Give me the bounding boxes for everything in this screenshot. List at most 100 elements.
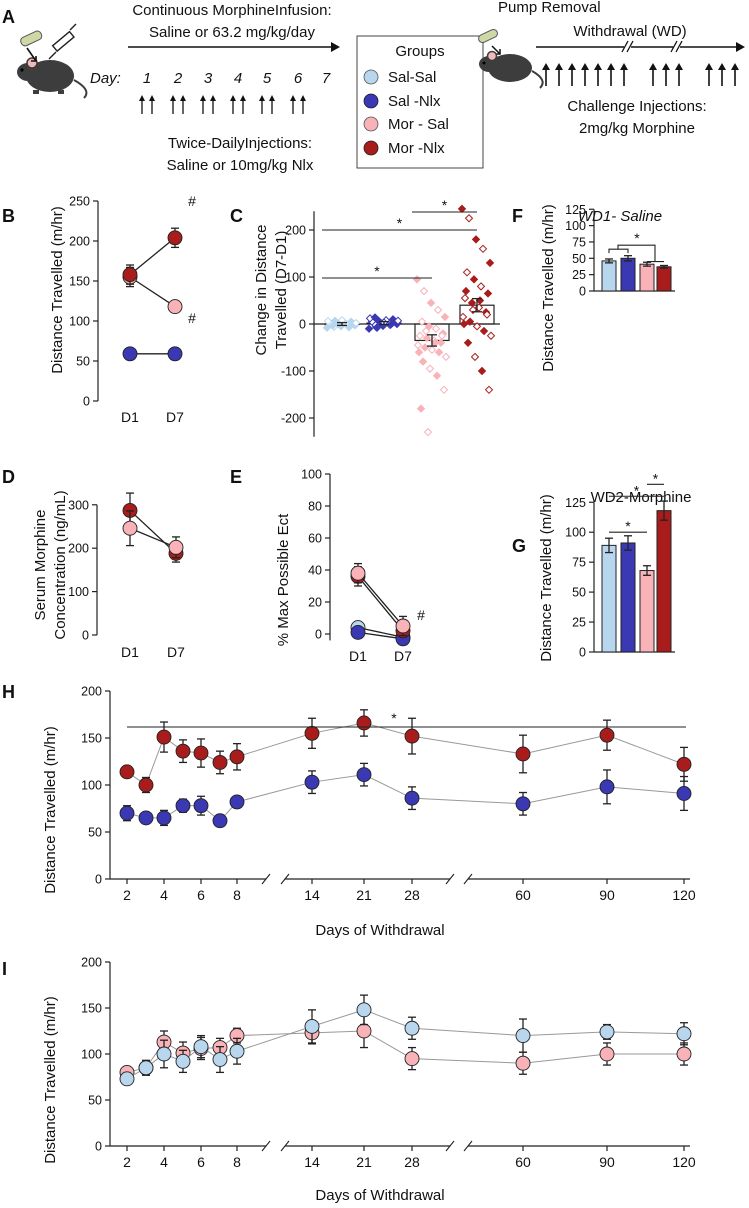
- infusion-line-1: Continuous MorphineInfusion:: [132, 2, 331, 19]
- arrow-head: [581, 63, 589, 70]
- y-tick-label: 50: [88, 826, 102, 840]
- arrow-head: [139, 95, 145, 101]
- data-point: [515, 796, 531, 812]
- y-tick-label: 200: [285, 224, 306, 238]
- data-point: [350, 565, 366, 581]
- significance-star: *: [374, 263, 380, 279]
- x-tick-label: 21: [356, 1154, 372, 1170]
- data-point: [434, 347, 444, 357]
- arrow-head: [649, 63, 657, 70]
- arrow-head: [300, 95, 306, 101]
- data-point: [472, 322, 482, 331]
- data-point: [441, 352, 451, 362]
- data-point: [469, 275, 479, 284]
- arrow-head: [542, 63, 550, 70]
- arrow-head: [170, 95, 176, 101]
- y-tick-label: 125: [565, 496, 586, 510]
- series-line: [129, 509, 177, 554]
- series-line: [357, 631, 404, 640]
- y-tick-label: 0: [579, 646, 586, 660]
- data-point: [467, 298, 477, 308]
- panel-label-h: H: [2, 682, 15, 702]
- data-point: [370, 313, 380, 322]
- arrow-head: [149, 95, 155, 101]
- injection-line-2: Saline or 10mg/kg Nlx: [167, 157, 314, 174]
- bar: [620, 257, 636, 292]
- data-point: [415, 331, 425, 340]
- significance-star: *: [442, 197, 448, 213]
- data-point: [463, 338, 473, 348]
- data-point: [485, 258, 495, 268]
- legend-label: Sal -Nlx: [388, 93, 441, 110]
- y-tick-label: 100: [68, 585, 89, 599]
- bar: [656, 510, 672, 653]
- arrow-head: [607, 63, 615, 70]
- bar: [601, 260, 617, 292]
- y-tick-label: 100: [285, 271, 306, 285]
- data-point: [421, 326, 431, 336]
- legend-label: Mor -Nlx: [388, 140, 445, 157]
- data-point: [476, 282, 486, 291]
- data-point: [599, 779, 615, 795]
- y-tick-label: 100: [565, 526, 586, 540]
- data-point: [416, 404, 426, 413]
- y-tick-label: 20: [308, 596, 322, 610]
- arrow-head: [731, 63, 739, 70]
- y-tick-label: 0: [95, 873, 102, 887]
- x-tick-label: 90: [599, 1154, 615, 1170]
- pump-removal-label: Pump Removal: [498, 0, 601, 16]
- panel-a-schematic: A Continuous MorphineInfusion: Saline or…: [2, 0, 745, 174]
- x-tick-label: 120: [672, 887, 696, 903]
- data-point: [433, 305, 443, 315]
- data-point: [515, 1028, 531, 1044]
- y-axis-label: Distance Travelled (m/hr): [540, 204, 557, 372]
- data-point: [323, 316, 333, 326]
- data-point: [470, 352, 480, 362]
- x-tick-label: D1: [121, 409, 139, 425]
- panel-label-g: G: [512, 536, 526, 556]
- y-axis-label-line-2: Concentration (ng/mL): [52, 490, 69, 639]
- legend-mor-sal: Mor - Sal: [363, 116, 449, 133]
- data-point: [351, 318, 361, 328]
- data-point: [156, 729, 172, 745]
- arrow-head: [290, 95, 296, 101]
- y-tick-label: 0: [299, 318, 306, 332]
- data-point: [122, 346, 138, 362]
- x-tick-label: 90: [599, 887, 615, 903]
- data-point: [404, 728, 420, 744]
- pump-icon: [20, 30, 43, 62]
- bar: [656, 266, 672, 292]
- x-tick-label: 60: [515, 887, 531, 903]
- data-point: [457, 204, 467, 214]
- data-point: [483, 289, 493, 298]
- arrow-head: [555, 63, 563, 70]
- series-line: [126, 1009, 685, 1080]
- arrow-head: [620, 63, 628, 70]
- data-point: [676, 756, 692, 772]
- data-point: [356, 715, 372, 731]
- panel-label-i: I: [2, 959, 7, 979]
- arrow-head: [230, 95, 236, 101]
- y-tick-label: 50: [76, 355, 90, 369]
- data-point: [193, 798, 209, 814]
- y-tick-label: 100: [81, 779, 102, 793]
- data-point: [432, 371, 442, 380]
- data-point: [471, 235, 481, 244]
- arrow-head: [662, 63, 670, 70]
- y-tick-label: 150: [69, 275, 90, 289]
- x-tick-label: 2: [123, 887, 131, 903]
- arrow-head: [269, 95, 275, 101]
- y-axis-label-line-1: Change in Distance: [253, 225, 270, 356]
- x-tick-label: 14: [304, 1154, 320, 1170]
- day-number: 3: [204, 70, 213, 87]
- panel-label-d: D: [2, 467, 15, 487]
- data-point: [515, 1055, 531, 1071]
- data-point: [599, 727, 615, 743]
- panel-i-chart: I Distance Travelled (m/hr) Days of With…: [2, 956, 696, 1205]
- legend-sal-sal: Sal-Sal: [363, 69, 436, 86]
- arrow-head: [259, 95, 265, 101]
- data-point: [395, 618, 411, 634]
- day-number: 2: [173, 70, 183, 87]
- y-tick-label: 200: [81, 956, 102, 970]
- y-axis-label: Distance Travelled (m/hr): [42, 996, 59, 1164]
